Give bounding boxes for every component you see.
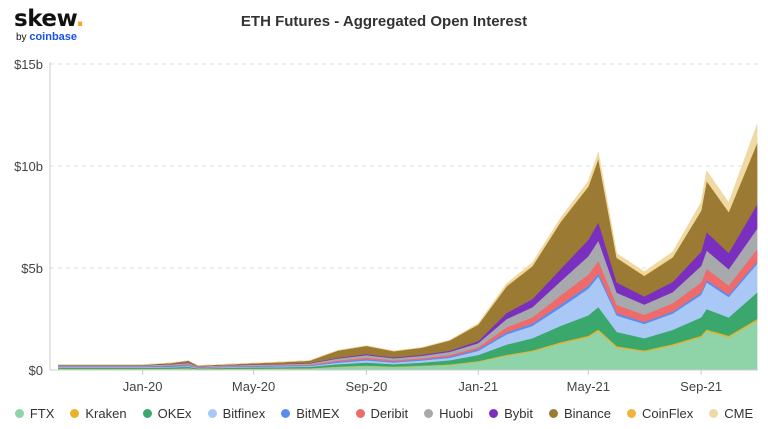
x-tick-label: May-20	[232, 379, 275, 394]
x-tick-label: Sep-21	[680, 379, 722, 394]
area-series-cme	[58, 124, 758, 366]
skew-logo: skew. by coinbase	[14, 6, 94, 46]
logo-by: by	[16, 32, 27, 43]
legend-item-huobi[interactable]: Huobi	[424, 406, 473, 421]
legend-item-ftx[interactable]: FTX	[14, 406, 55, 421]
legend-swatch	[549, 409, 558, 418]
x-tick-label: May-21	[567, 379, 610, 394]
legend-label: CME	[724, 406, 754, 421]
x-tick-label: Jan-20	[123, 379, 163, 394]
y-tick-label: $10b	[14, 159, 43, 174]
logo-dot: .	[75, 6, 85, 32]
legend-swatch	[489, 409, 499, 418]
legend-item-cme[interactable]: CME	[709, 406, 753, 421]
legend-swatch	[709, 409, 719, 418]
chart-canvas: $0 $5b $10b $15b Jan-20 May-20 Sep-20 Jan-21 May…	[14, 57, 758, 394]
legend-label: Bitfinex	[222, 406, 266, 421]
legend-label: BitMEX	[296, 406, 340, 421]
legend-label: Kraken	[85, 406, 127, 421]
legend-item-okex[interactable]: OKEx	[142, 406, 192, 421]
legend-item-bitmex[interactable]: BitMEX	[281, 406, 340, 421]
chart-title: ETH Futures - Aggregated Open Interest	[240, 13, 528, 30]
legend-label: OKEx	[157, 406, 192, 421]
legend-item-binance[interactable]: Binance	[549, 406, 611, 421]
logo-brand: coinbase	[29, 31, 78, 43]
legend-label: CoinFlex	[641, 406, 694, 421]
legend-swatch	[207, 409, 217, 418]
y-tick-label: $5b	[21, 261, 43, 276]
chart-legend: FTX Kraken OKEx Bitfinex BitMEX Deribit Huobi B…	[0, 406, 768, 421]
x-tick-label: Jan-21	[458, 379, 498, 394]
legend-swatch	[424, 409, 434, 418]
y-tick-label: $0	[29, 363, 43, 378]
legend-swatch	[142, 409, 152, 418]
legend-label: Binance	[564, 406, 611, 421]
logo-text: skew	[14, 6, 76, 32]
x-tick-label: Sep-20	[345, 379, 387, 394]
legend-swatch	[14, 409, 24, 418]
legend-label: Huobi	[439, 406, 474, 421]
legend-item-deribit[interactable]: Deribit	[355, 406, 409, 421]
legend-swatch	[626, 409, 636, 418]
legend-item-bybit[interactable]: Bybit	[489, 406, 533, 421]
legend-item-kraken[interactable]: Kraken	[70, 406, 127, 421]
y-tick-label: $15b	[14, 57, 43, 72]
legend-swatch	[355, 409, 365, 418]
legend-item-bitfinex[interactable]: Bitfinex	[207, 406, 266, 421]
legend-swatch	[281, 409, 291, 418]
legend-label: FTX	[29, 406, 55, 421]
legend-swatch	[70, 409, 80, 418]
legend-label: Deribit	[370, 406, 409, 421]
legend-label: Bybit	[504, 406, 533, 421]
legend-item-coinflex[interactable]: CoinFlex	[626, 406, 694, 421]
